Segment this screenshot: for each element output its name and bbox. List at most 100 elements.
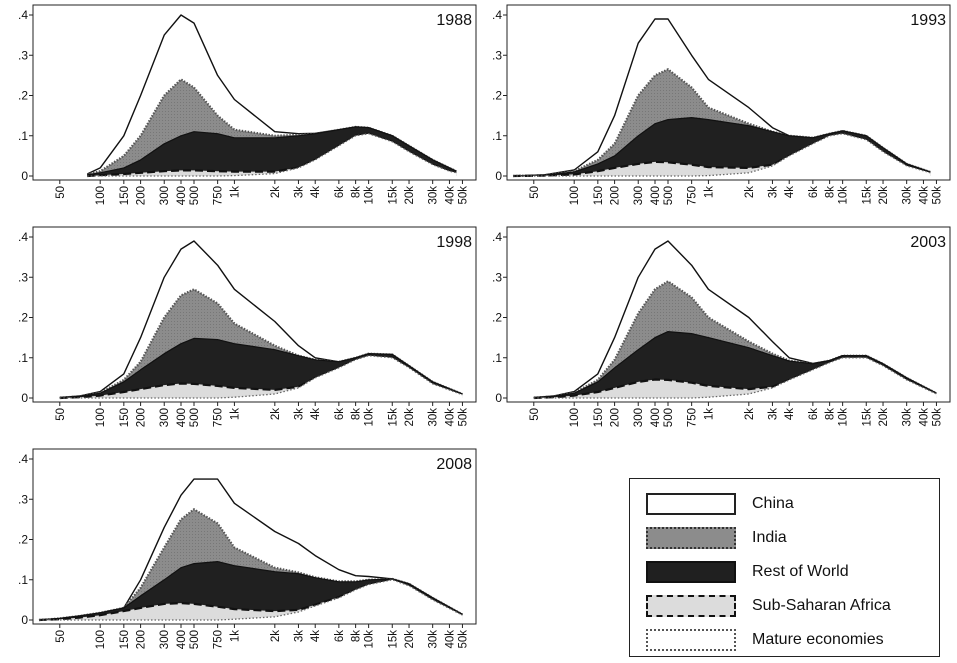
x-tick-label: 3k <box>293 408 305 420</box>
x-tick-label: 40k <box>444 408 456 427</box>
panel-1998: .4 .3 .2 .1 0 50 100 150 200 300 400 500 750 1k 2k 3k 4k… <box>18 226 477 427</box>
x-tick-label: 3k <box>767 186 779 198</box>
x-tick-label: 6k <box>808 408 820 420</box>
x-tick-label: 6k <box>334 630 346 642</box>
x-tick-label: 750 <box>687 408 699 427</box>
legend-swatch-china <box>646 493 736 515</box>
x-tick-label: 15k <box>387 408 399 427</box>
y-tick-label: .3 <box>492 270 502 284</box>
x-tick-label: 4k <box>784 408 796 420</box>
line-rest-of-world <box>533 331 937 399</box>
y-tick-label: 0 <box>495 169 502 183</box>
legend-item-mature-economies: Mature economies <box>646 627 884 653</box>
line-mature-economies <box>513 133 931 177</box>
panel-2008: .4 .3 .2 .1 0 50 100 150 200 300 400 500 750 1k 2k 3k 4k… <box>18 448 477 649</box>
x-tick-label: 15k <box>861 186 873 205</box>
x-tick-label: 750 <box>213 408 225 427</box>
x-tick-label: 15k <box>861 408 873 427</box>
x-tick-label: 2k <box>270 186 282 198</box>
x-tick-label: 20k <box>878 186 890 205</box>
legend-item-china: China <box>646 491 794 517</box>
x-tick-label: 50 <box>55 408 67 421</box>
x-tick-label: 2k <box>744 186 756 198</box>
x-tick-label: 8k <box>825 408 837 420</box>
x-tick-label: 50k <box>931 186 943 205</box>
legend-item-india: India <box>646 525 787 551</box>
x-tick-label: 20k <box>404 186 416 205</box>
legend-label-mature-economies: Mature economies <box>752 631 884 648</box>
y-tick-label: 0 <box>495 391 502 405</box>
x-tick-label: 50 <box>55 630 67 643</box>
legend-label-india: India <box>752 529 787 546</box>
line-mature-economies <box>59 355 463 399</box>
x-tick-label: 500 <box>189 630 201 649</box>
y-tick-label: .1 <box>18 573 28 587</box>
panel-title: 2003 <box>910 234 946 251</box>
x-tick-label: 8k <box>351 630 363 642</box>
x-tick-label: 20k <box>404 408 416 427</box>
x-tick-label: 2k <box>270 630 282 642</box>
x-tick-label: 30k <box>902 186 914 205</box>
area-mature-economies <box>87 133 457 176</box>
x-tick-label: 50k <box>457 408 469 427</box>
legend: China India Rest of World Sub-Saharan Af… <box>629 478 940 657</box>
y-tick-label: .4 <box>492 8 502 22</box>
x-tick-label: 10k <box>364 408 376 427</box>
x-tick-label: 500 <box>663 408 675 427</box>
x-tick-label: 40k <box>444 186 456 205</box>
y-tick-label: 0 <box>21 391 28 405</box>
y-tick-label: .3 <box>18 48 28 62</box>
x-tick-label: 4k <box>310 408 322 420</box>
line-rest-of-world <box>38 561 463 621</box>
x-tick-label: 200 <box>610 408 622 427</box>
x-tick-label: 8k <box>351 408 363 420</box>
y-tick-label: .1 <box>492 129 502 143</box>
x-tick-label: 400 <box>176 630 188 649</box>
legend-label-china: China <box>752 495 794 512</box>
y-tick-label: .2 <box>18 89 28 103</box>
x-tick-label: 20k <box>404 630 416 649</box>
y-tick-label: .1 <box>492 351 502 365</box>
x-tick-label: 750 <box>687 186 699 205</box>
x-tick-label: 20k <box>878 408 890 427</box>
x-tick-label: 3k <box>767 408 779 420</box>
x-tick-label: 40k <box>918 186 930 205</box>
x-tick-label: 200 <box>136 408 148 427</box>
y-tick-label: .3 <box>18 270 28 284</box>
x-tick-label: 400 <box>176 408 188 427</box>
x-tick-label: 200 <box>136 186 148 205</box>
y-tick-label: .3 <box>18 492 28 506</box>
x-tick-label: 15k <box>387 630 399 649</box>
y-tick-label: 0 <box>21 169 28 183</box>
line-rest-of-world <box>87 126 457 176</box>
x-tick-label: 6k <box>334 186 346 198</box>
line-india <box>59 288 463 399</box>
x-tick-label: 3k <box>293 186 305 198</box>
panel-1988: .4 .3 .2 .1 0 50 100 150 200 300 400 500 750 1k 2k 3k 4k… <box>18 4 477 205</box>
y-tick-label: .4 <box>18 452 28 466</box>
x-tick-label: 300 <box>159 408 171 427</box>
y-tick-label: .4 <box>18 230 28 244</box>
panel-title: 1993 <box>910 12 946 29</box>
x-tick-label: 150 <box>119 630 131 649</box>
x-tick-label: 200 <box>136 630 148 649</box>
x-tick-label: 30k <box>902 408 914 427</box>
x-tick-label: 750 <box>213 630 225 649</box>
x-tick-label: 50k <box>931 408 943 427</box>
x-tick-label: 30k <box>428 408 440 427</box>
panel-1993: .4 .3 .2 .1 0 50 100 150 200 300 400 500 750 1k 2k 3k 4k… <box>492 4 951 205</box>
x-tick-label: 1k <box>229 408 241 420</box>
x-tick-label: 10k <box>364 630 376 649</box>
x-tick-label: 40k <box>444 630 456 649</box>
x-tick-label: 500 <box>189 408 201 427</box>
x-tick-label: 10k <box>838 186 850 205</box>
legend-item-sub-saharan-africa: Sub-Saharan Africa <box>646 593 891 619</box>
area-mature-economies <box>513 133 931 176</box>
line-rest-of-world <box>512 117 931 177</box>
x-tick-label: 1k <box>703 186 715 198</box>
x-tick-label: 10k <box>838 408 850 427</box>
line-mature-economies <box>87 133 457 177</box>
x-tick-label: 150 <box>119 408 131 427</box>
x-tick-label: 30k <box>428 186 440 205</box>
